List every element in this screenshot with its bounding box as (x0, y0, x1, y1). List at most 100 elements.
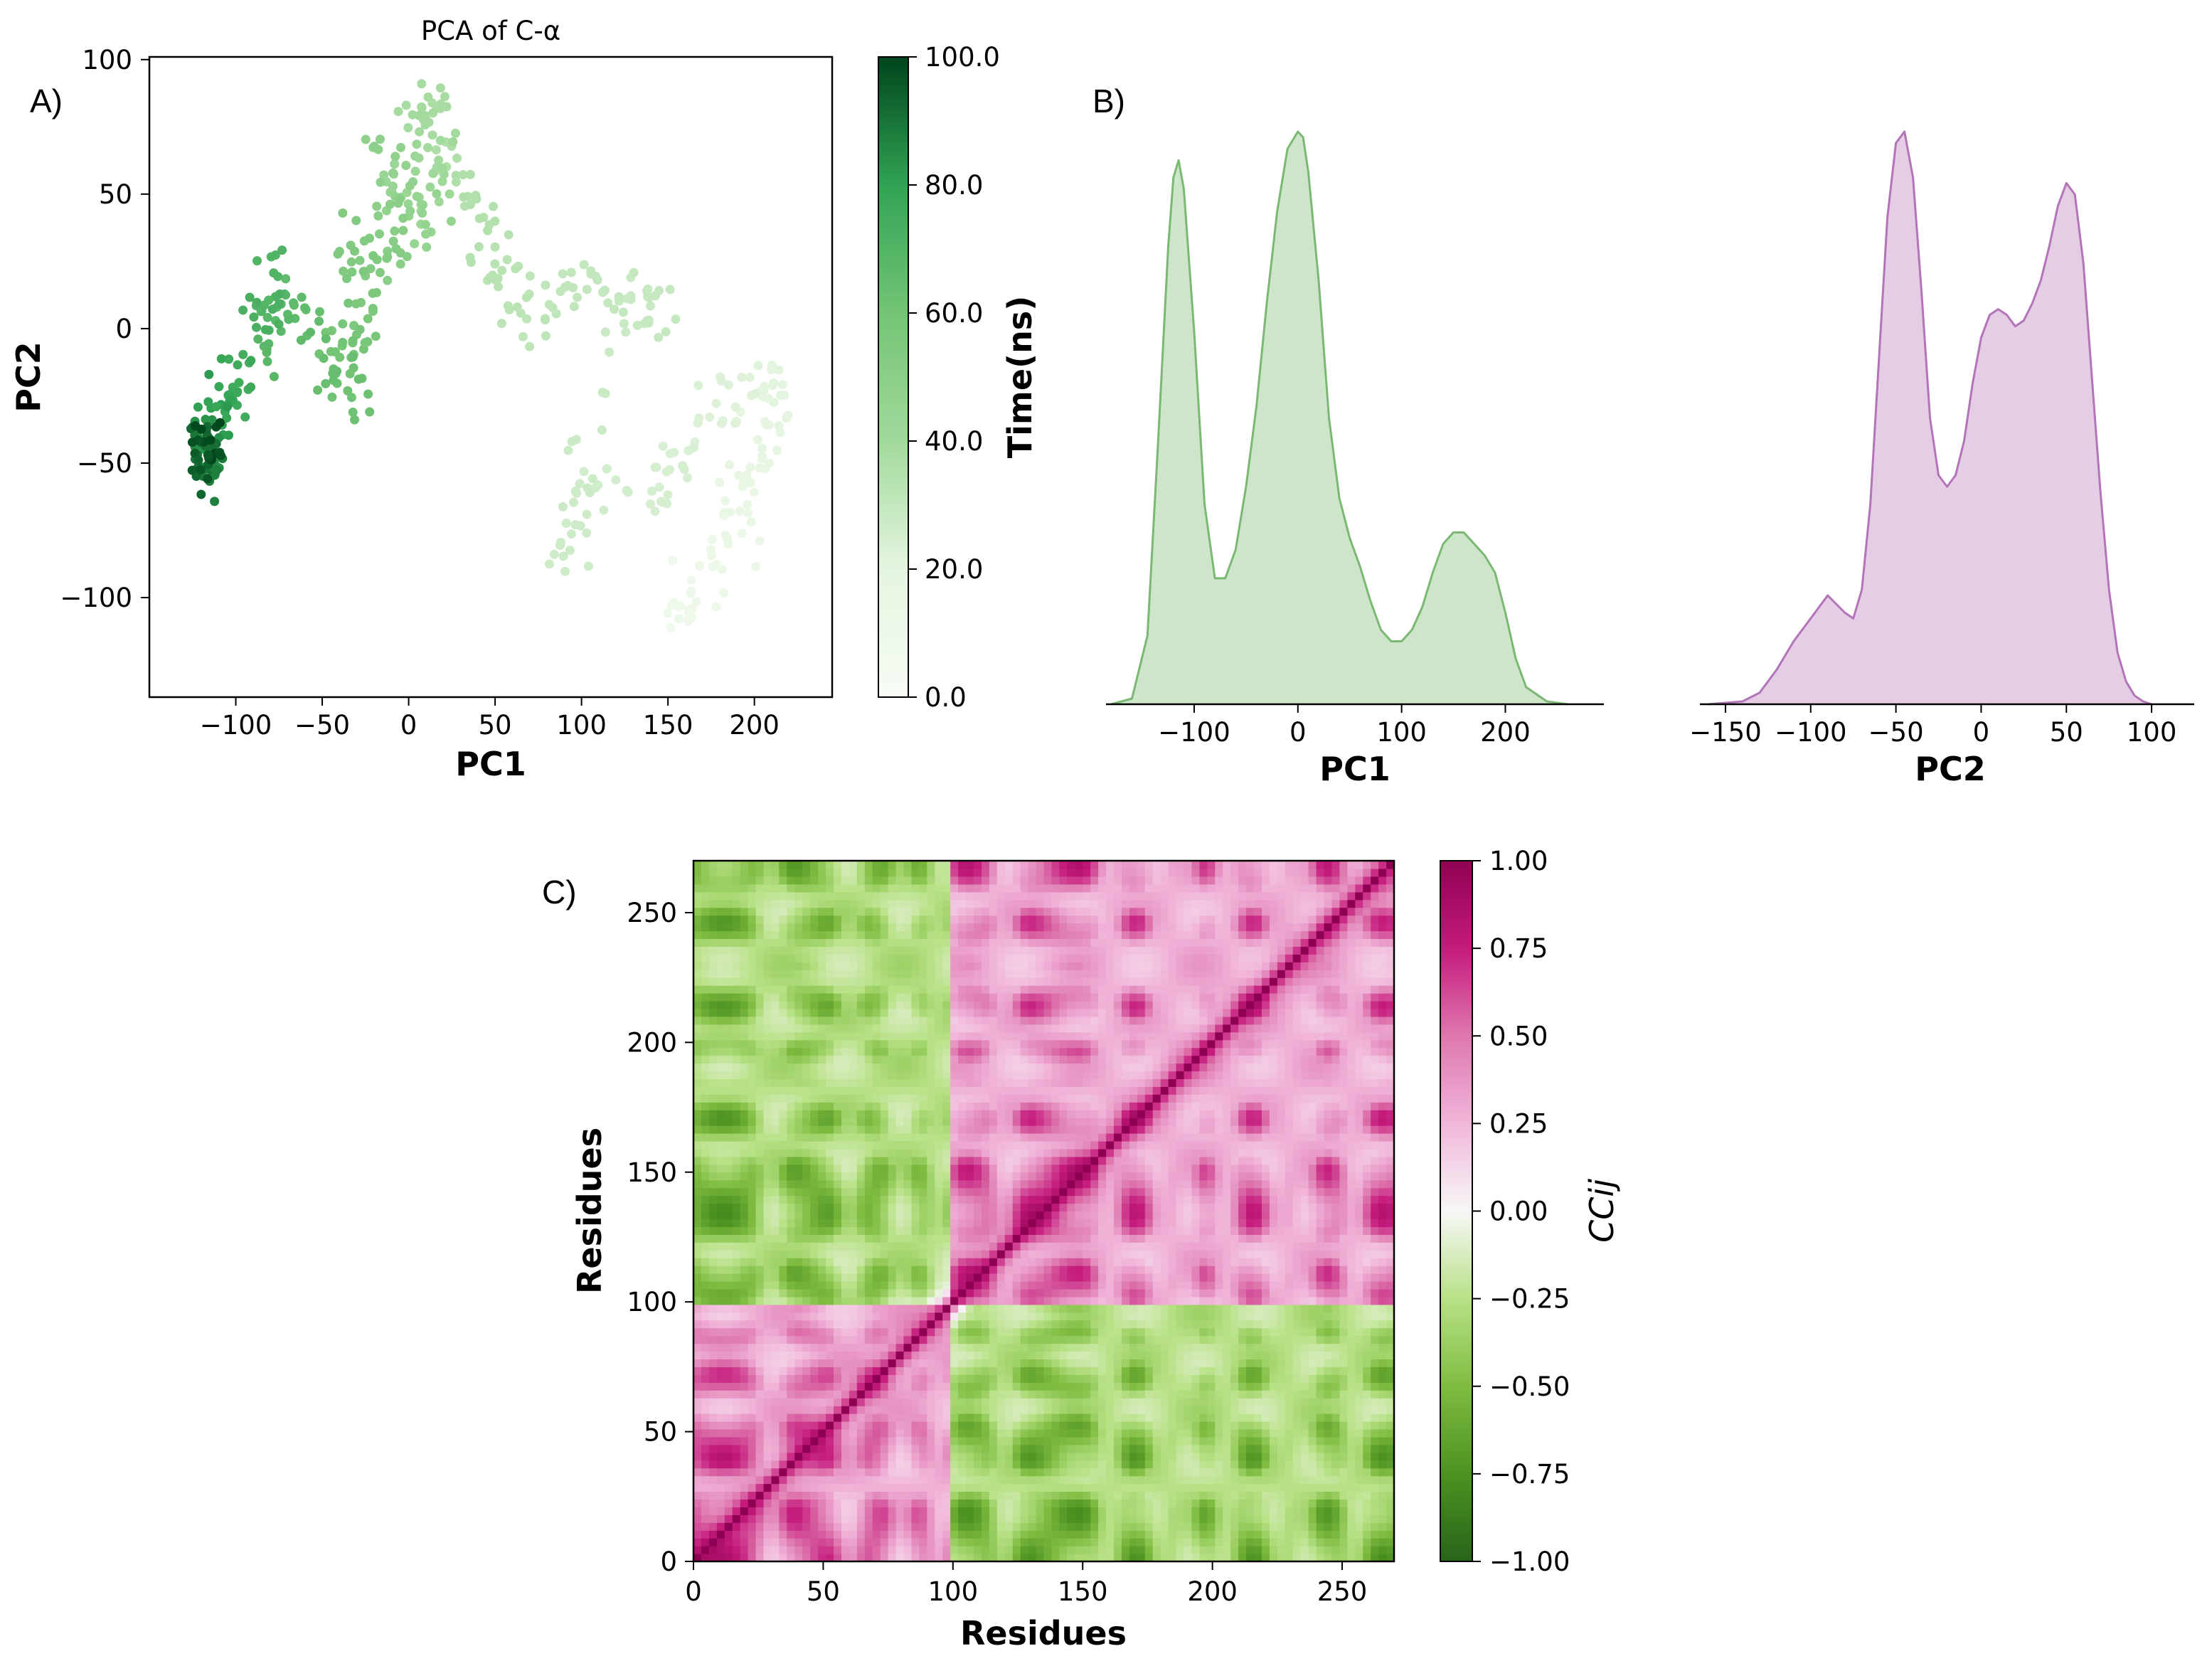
heatmap-cell (1215, 1343, 1223, 1352)
heatmap-cell (740, 1499, 749, 1507)
heatmap-cell (1355, 1382, 1363, 1391)
heatmap-cell (1363, 1343, 1371, 1352)
heatmap-cell (1137, 1421, 1146, 1430)
heatmap-cell (1191, 1288, 1200, 1298)
heatmap-cell (1363, 1444, 1371, 1453)
pca-point (757, 443, 767, 453)
heatmap-cell (1121, 1374, 1130, 1383)
heatmap-cell (1144, 1359, 1154, 1367)
heatmap-cell (1059, 1242, 1068, 1251)
heatmap-cell (1051, 1359, 1060, 1367)
heatmap-cell (864, 1250, 873, 1258)
heatmap-cell (1355, 1281, 1363, 1290)
heatmap-cell (864, 1343, 873, 1352)
heatmap-cell (716, 1546, 725, 1554)
heatmap-cell (1028, 1327, 1037, 1337)
heatmap-cell (1223, 1211, 1231, 1220)
heatmap-cell (1004, 1195, 1014, 1204)
heatmap-cell (1378, 1320, 1387, 1329)
pc1-x-tick-label: −100 (1158, 717, 1230, 748)
heatmap-cell (1012, 1507, 1021, 1515)
heatmap-cell (1106, 1444, 1115, 1453)
heatmap-cell (693, 1406, 702, 1414)
heatmap-cell (1036, 1234, 1045, 1243)
heatmap-cell (810, 1530, 819, 1539)
heatmap-cell (771, 1421, 780, 1430)
heatmap-cell (849, 1421, 858, 1430)
heatmap-cell (748, 1421, 757, 1430)
heatmap-cell (802, 1406, 811, 1414)
heatmap-cell (1075, 1460, 1083, 1469)
heatmap-cell (1106, 1374, 1115, 1383)
heatmap-cell (996, 1499, 1006, 1507)
heatmap-cell (1043, 1390, 1053, 1399)
pca-point (420, 120, 430, 129)
heatmap-cell (849, 1538, 858, 1546)
heatmap-cell (724, 1444, 733, 1453)
heatmap-cell (1051, 1367, 1060, 1375)
heatmap-cell (895, 1538, 905, 1546)
heatmap-cell (802, 1351, 811, 1360)
heatmap-cell (1168, 1499, 1177, 1507)
heatmap-cell (1324, 1398, 1333, 1406)
heatmap-cell (981, 1475, 990, 1485)
heatmap-cell (708, 1327, 718, 1337)
pca-point (321, 378, 331, 388)
heatmap-cell (935, 1428, 943, 1438)
heatmap-cell (1176, 1320, 1185, 1329)
heatmap-cell (942, 1530, 951, 1539)
heatmap-cell (1028, 1421, 1037, 1430)
heatmap-cell (1331, 1219, 1340, 1227)
heatmap-cell (1363, 1436, 1371, 1445)
heatmap-cell (919, 1219, 927, 1227)
heatmap-cell (1036, 1187, 1045, 1196)
heatmap-cell (787, 1211, 795, 1220)
heatmap-cell (834, 1343, 842, 1352)
heatmap-cell (1028, 1554, 1037, 1562)
heatmap-cell (935, 1468, 943, 1477)
heatmap-cell (864, 1367, 873, 1375)
heatmap-cell (1020, 1327, 1029, 1337)
heatmap-cell (748, 1211, 757, 1220)
heatmap-cell (935, 1359, 943, 1367)
heatmap-cell (1075, 1335, 1083, 1344)
heatmap-cell (927, 1242, 935, 1251)
heatmap-cell (856, 1522, 866, 1531)
heatmap-cell (1300, 1203, 1309, 1212)
heatmap-cell (1292, 1288, 1302, 1298)
heatmap-cell (1106, 1265, 1115, 1274)
heatmap-cell (755, 1475, 765, 1485)
pca-point (451, 177, 461, 187)
heatmap-cell (1059, 1436, 1068, 1445)
heatmap-cell (974, 1281, 982, 1290)
heatmap-cell (1300, 1475, 1309, 1485)
heatmap-cell (1230, 1554, 1239, 1562)
heatmap-cell (1261, 1288, 1270, 1298)
heatmap-cell (779, 1413, 787, 1422)
heatmap-cell (1129, 1296, 1138, 1305)
heatmap-cell (1238, 1273, 1247, 1282)
heatmap-cell (1051, 1382, 1060, 1391)
heatmap-cell (1067, 1187, 1075, 1196)
heatmap-cell (895, 1219, 905, 1227)
heatmap-cell (701, 1522, 710, 1531)
heatmap-cell (1144, 1436, 1154, 1445)
heatmap-cell (771, 1367, 780, 1375)
heatmap-cell (1036, 1514, 1045, 1523)
heatmap-cell (1292, 1281, 1302, 1290)
heatmap-cell (755, 1530, 765, 1539)
heatmap-cell (1254, 1226, 1262, 1235)
heatmap-cell (880, 1546, 889, 1554)
heatmap-cell (1129, 1483, 1138, 1492)
heatmap-cell (927, 1460, 935, 1469)
pca-point (679, 465, 689, 474)
heatmap-cell (732, 1312, 741, 1321)
heatmap-cell (1059, 1327, 1068, 1337)
heatmap-cell (1059, 1468, 1068, 1477)
heatmap-cell (989, 1436, 998, 1445)
heatmap-cell (849, 1507, 858, 1515)
heatmap-cell (1043, 1250, 1053, 1258)
heatmap-cell (880, 1327, 889, 1337)
pca-point (266, 252, 276, 262)
heatmap-cell (779, 1187, 787, 1196)
